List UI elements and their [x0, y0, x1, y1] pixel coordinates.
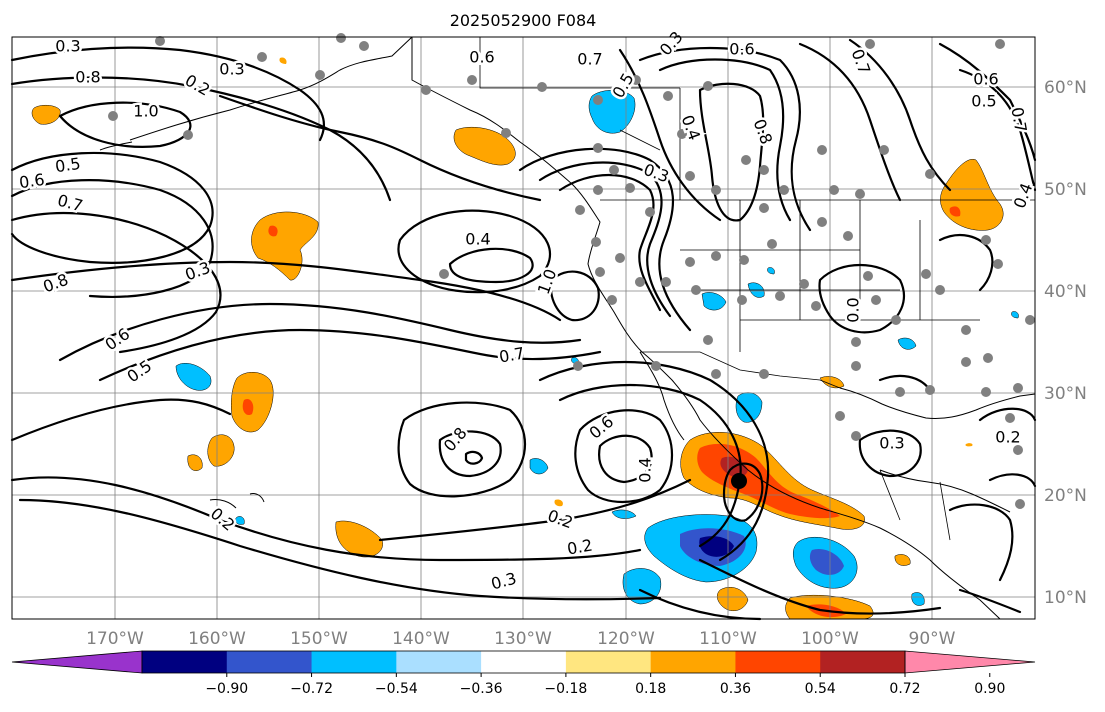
contour-label: 0.7	[577, 50, 602, 69]
colorbar-tick-label: 0.18	[635, 681, 666, 697]
storm-center-marker	[731, 473, 747, 489]
colorbar-tick-label: −0.18	[544, 681, 587, 697]
colorbar-extend-min	[11, 650, 143, 674]
lon-label: 140°W	[392, 629, 450, 649]
contour-label-halo: 1.0	[133, 102, 158, 121]
contour-label-halo: 0.8	[75, 68, 100, 87]
plot-title: 2025052900 F084	[450, 11, 597, 30]
contour-label-halo: 0.4	[636, 457, 655, 482]
colorbar-bin	[142, 651, 228, 673]
contour-label: 0.3	[879, 434, 904, 453]
contour-label-halo: 0.2	[995, 428, 1020, 447]
contour-label-halo: 0.0	[844, 297, 863, 322]
contour-label-halo: 0.3	[55, 37, 80, 56]
colorbar: −0.90 −0.72 −0.54 −0.36 −0.18 0.18 0.36 0.54 0.7…	[11, 650, 1036, 697]
contour-label-halo: 0.3	[879, 434, 904, 453]
lon-label: 170°W	[86, 629, 144, 649]
colorbar-tick-label: 0.54	[805, 681, 836, 697]
contour-label: 0.3	[219, 60, 244, 79]
contour-label: 0.6	[18, 170, 46, 192]
colorbar-tick-label: −0.72	[290, 681, 333, 697]
colorbar-tick-label: 0.36	[720, 681, 751, 697]
longitude-labels: 170°W 160°W 150°W 140°W 130°W 120°W 110°…	[86, 629, 956, 649]
colorbar-tick-label: −0.90	[205, 681, 248, 697]
lat-label: 10°N	[1044, 588, 1087, 608]
colorbar-bin	[650, 651, 736, 673]
lon-label: 120°W	[597, 629, 655, 649]
lat-label: 50°N	[1044, 180, 1087, 200]
lon-label: 150°W	[290, 629, 348, 649]
lon-label: 110°W	[699, 629, 757, 649]
contour-label: 0.6	[973, 70, 998, 89]
contour-label-halo: 0.6	[729, 40, 754, 59]
contour-label-halo: 0.3	[219, 60, 244, 79]
lon-label: 90°W	[909, 629, 956, 649]
lon-label: 160°W	[188, 629, 246, 649]
graticule	[12, 37, 1035, 619]
contour-label-halo: 0.7	[577, 50, 602, 69]
colorbar-tick-label: −0.36	[460, 681, 503, 697]
lon-label: 100°W	[801, 629, 859, 649]
contour-label: 0.7	[1007, 106, 1030, 134]
contour-label-halo: 0.6	[469, 48, 494, 67]
contour-label-halo: 0.6	[973, 70, 998, 89]
contour-label: 0.6	[729, 40, 754, 59]
contour-label-halo: 0.5	[971, 92, 996, 111]
contour-label: 0.4	[465, 230, 490, 249]
colorbar-tick-label: 0.72	[889, 681, 920, 697]
contour-label: 0.0	[844, 297, 863, 322]
contour-label: 0.2	[995, 428, 1020, 447]
contour-label: 0.4	[636, 457, 655, 482]
contour-label: 0.5	[971, 92, 996, 111]
contour-label: 0.2	[566, 535, 594, 558]
colorbar-bin	[226, 651, 313, 673]
lat-label: 30°N	[1044, 384, 1087, 404]
colorbar-bin	[311, 651, 397, 673]
contour-label-halo: 0.4	[465, 230, 490, 249]
colorbar-bin	[820, 651, 906, 673]
lat-label: 60°N	[1044, 78, 1087, 98]
contour-label: 0.7	[498, 343, 526, 366]
lat-label: 20°N	[1044, 486, 1087, 506]
lon-label: 130°W	[494, 629, 552, 649]
contour-label: 0.3	[55, 37, 80, 56]
colorbar-tick-label: −0.54	[375, 681, 418, 697]
colorbar-outline	[141, 650, 906, 674]
colorbar-bin	[735, 651, 821, 673]
colorbar-bin	[396, 651, 482, 673]
map-frame	[11, 36, 1036, 620]
contour-label: 0.5	[54, 154, 82, 176]
latitude-labels: 60°N 50°N 40°N 30°N 20°N 10°N	[1044, 78, 1087, 608]
colorbar-extend-max	[904, 650, 1036, 674]
colorbar-bin	[565, 651, 652, 673]
station-dots	[108, 33, 1035, 509]
colorbar-tick-label: 0.90	[974, 681, 1005, 697]
contour-label: 0.6	[469, 48, 494, 67]
contour-label: 1.0	[133, 102, 158, 121]
colorbar-bin	[481, 651, 567, 673]
lat-label: 40°N	[1044, 282, 1087, 302]
contour-label: 0.8	[75, 68, 100, 87]
